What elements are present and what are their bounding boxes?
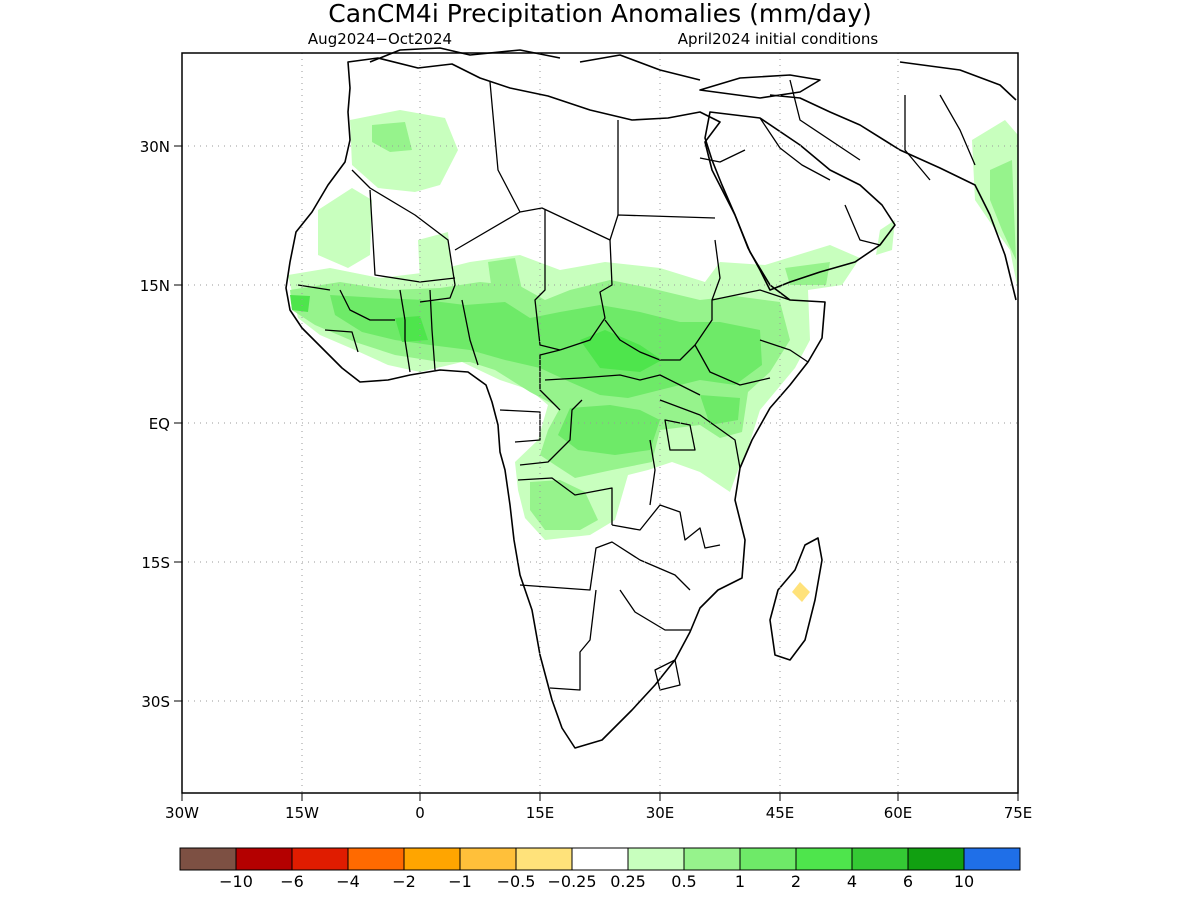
- lon-label: 75E: [1004, 804, 1033, 822]
- colorbar-label: −6: [280, 872, 304, 891]
- colorbar-swatch: [795, 847, 853, 871]
- lat-label: 15N: [140, 277, 170, 295]
- lat-label: 30N: [140, 138, 170, 156]
- colorbar-swatch: [851, 847, 909, 871]
- colorbar-label: 2: [791, 872, 801, 891]
- negative-anomaly-patch: [792, 582, 810, 602]
- colorbar-label: 4: [847, 872, 857, 891]
- lon-label: 15W: [285, 804, 319, 822]
- colorbar-label: 10: [954, 872, 974, 891]
- colorbar-label: −10: [219, 872, 253, 891]
- colorbar-label: 6: [903, 872, 913, 891]
- colorbar-swatch: [291, 847, 349, 871]
- lon-label: 60E: [884, 804, 913, 822]
- colorbar-label: 0.25: [610, 872, 646, 891]
- colorbar-swatch: [347, 847, 405, 871]
- lat-label: EQ: [149, 415, 170, 433]
- colorbar-swatch: [739, 847, 797, 871]
- lon-label: 45E: [766, 804, 795, 822]
- colorbar-swatch: [571, 847, 629, 871]
- colorbar-label: −0.5: [497, 872, 536, 891]
- colorbar-label: −0.25: [547, 872, 596, 891]
- colorbar-label: −1: [448, 872, 472, 891]
- colorbar-swatch: [179, 847, 237, 871]
- latitude-axis: 30N 15N EQ 15S 30S: [140, 138, 182, 711]
- lon-label: 30E: [646, 804, 675, 822]
- lat-label: 15S: [141, 554, 170, 572]
- colorbar-label: −4: [336, 872, 360, 891]
- coastline: [285, 47, 1017, 749]
- colorbar-swatch: [907, 847, 965, 871]
- colorbar-swatch: [235, 847, 293, 871]
- lon-label: 30W: [165, 804, 199, 822]
- colorbar-swatch: [963, 847, 1021, 871]
- longitude-axis: 30W 15W 0 15E 30E 45E 60E 75E: [165, 793, 1032, 822]
- colorbar-swatch: [459, 847, 517, 871]
- colorbar-label: 0.5: [671, 872, 696, 891]
- colorbar-swatch: [403, 847, 461, 871]
- colorbar-swatch: [515, 847, 573, 871]
- colorbar: −10 −6 −4 −2 −1 −0.5 −0.25 0.25 0.5 1 2 4 6 10: [179, 847, 1021, 891]
- graticule: [182, 53, 1018, 793]
- colorbar-label: −2: [392, 872, 416, 891]
- map-title: CanCM4i Precipitation Anomalies (mm/day): [328, 0, 871, 28]
- init-label: April2024 initial conditions: [678, 30, 879, 48]
- season-label: Aug2024−Oct2024: [308, 30, 452, 48]
- colorbar-swatch: [683, 847, 741, 871]
- country-borders: [297, 79, 976, 691]
- lon-label: 0: [415, 804, 425, 822]
- colorbar-swatch: [627, 847, 685, 871]
- colorbar-label: 1: [735, 872, 745, 891]
- lat-label: 30S: [141, 693, 170, 711]
- lon-label: 15E: [526, 804, 555, 822]
- map-area: [181, 47, 1019, 794]
